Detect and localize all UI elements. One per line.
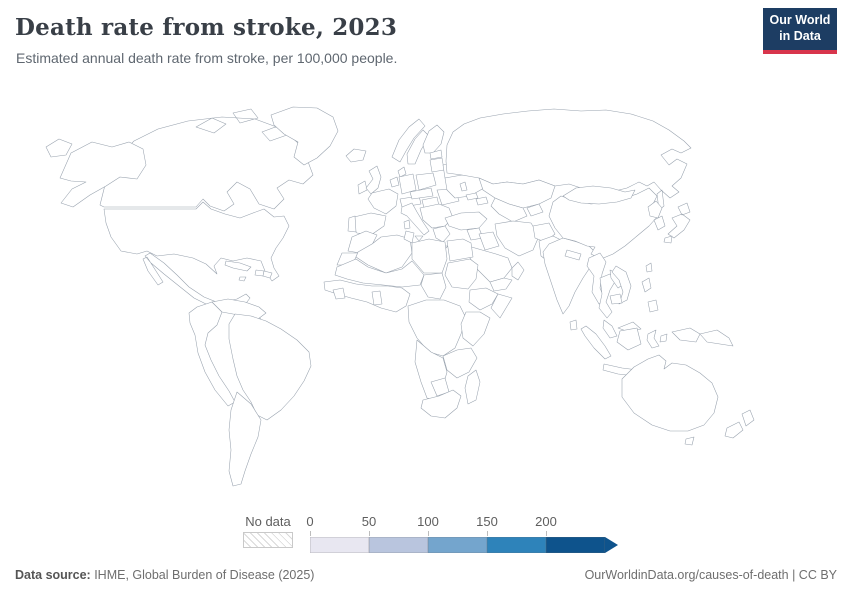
country-latvia-lithuania[interactable] <box>429 157 445 173</box>
country-nepal[interactable] <box>564 249 582 261</box>
country-central-africa[interactable] <box>407 299 467 357</box>
owid-citation-link[interactable]: OurWorldinData.org/causes-of-death | CC … <box>584 568 837 582</box>
country-cambodia[interactable] <box>609 293 623 305</box>
legend-color-bar: 0 50 100 150 200 <box>306 514 622 554</box>
country-sudan[interactable] <box>444 258 479 290</box>
legend-no-data-label: No data <box>245 514 291 529</box>
country-mauritania-mali-niger[interactable] <box>334 258 425 288</box>
country-iran[interactable] <box>494 220 540 257</box>
legend-tick-150: 150 <box>476 514 498 529</box>
legend-bin-0-50[interactable] <box>310 537 369 553</box>
legend-tickmark <box>310 531 311 536</box>
country-poland[interactable] <box>415 172 437 191</box>
country-brazil[interactable] <box>228 313 312 421</box>
country-yemen[interactable] <box>489 277 513 292</box>
legend-tick-200: 200 <box>535 514 557 529</box>
country-denmark[interactable] <box>397 166 407 178</box>
country-germany[interactable] <box>398 173 417 195</box>
country-uzbekistan-turkmenistan[interactable] <box>490 197 528 223</box>
legend-no-data-swatch[interactable] <box>243 532 293 548</box>
country-somalia[interactable] <box>490 293 513 319</box>
country-moldova[interactable] <box>459 181 468 192</box>
country-taiwan[interactable] <box>645 262 653 273</box>
map-legend: No data 0 50 100 150 200 <box>243 514 622 554</box>
country-oman[interactable] <box>511 261 525 281</box>
country-greenland[interactable] <box>270 106 339 166</box>
country-haiti[interactable] <box>254 269 265 277</box>
country-chad[interactable] <box>420 272 447 300</box>
country-philippines[interactable] <box>641 277 659 313</box>
country-colombia-ecuador-peru[interactable] <box>188 301 236 407</box>
legend-no-data: No data <box>243 514 293 548</box>
country-france[interactable] <box>367 188 399 215</box>
legend-tickmark <box>428 531 429 536</box>
data-source: Data source: IHME, Global Burden of Dise… <box>15 568 314 582</box>
country-canada[interactable] <box>99 108 314 212</box>
country-north-korea[interactable] <box>647 200 663 219</box>
owid-logo-line2: in Data <box>779 29 821 43</box>
country-egypt[interactable] <box>446 238 474 262</box>
country-ghana[interactable] <box>371 290 383 306</box>
chart-footer: Data source: IHME, Global Burden of Dise… <box>15 568 837 582</box>
country-india[interactable] <box>542 237 598 315</box>
country-vietnam[interactable] <box>611 265 632 305</box>
country-finland[interactable] <box>422 124 445 154</box>
country-guinea-sierra-leone[interactable] <box>332 287 346 300</box>
legend-bin-150-200[interactable] <box>487 537 546 553</box>
data-source-value: IHME, Global Burden of Disease (2025) <box>90 568 315 582</box>
legend-bin-50-100[interactable] <box>369 537 428 553</box>
country-new-zealand[interactable] <box>724 409 755 439</box>
legend-arrow <box>605 537 618 553</box>
country-papua-new-guinea[interactable] <box>699 329 734 347</box>
country-ethiopia[interactable] <box>468 287 499 311</box>
country-usa[interactable] <box>103 201 290 282</box>
country-venezuela-guyana[interactable] <box>211 298 267 320</box>
country-iceland[interactable] <box>345 148 367 163</box>
country-kyrgyzstan-tajikistan[interactable] <box>526 203 544 217</box>
owid-logo-line1: Our World <box>769 13 831 28</box>
legend-tick-100: 100 <box>417 514 439 529</box>
country-madagascar[interactable] <box>464 369 481 405</box>
country-estonia[interactable] <box>429 149 443 160</box>
legend-tick-0: 0 <box>306 514 314 529</box>
country-east-africa[interactable] <box>460 311 491 347</box>
country-south-africa[interactable] <box>420 389 462 419</box>
country-argentina-chile[interactable] <box>228 391 262 487</box>
country-mongolia[interactable] <box>562 185 636 205</box>
country-libya[interactable] <box>411 238 448 274</box>
country-georgia[interactable] <box>465 192 479 201</box>
legend-bin-200-plus[interactable] <box>546 537 605 553</box>
country-italy[interactable] <box>400 202 430 242</box>
country-zambia-zimbabwe-mozambique[interactable] <box>442 347 478 379</box>
data-source-label: Data source: <box>15 568 91 582</box>
legend-tickmark <box>369 531 370 536</box>
world-map <box>0 85 850 515</box>
country-usa-alaska[interactable] <box>59 141 147 208</box>
country-ireland[interactable] <box>357 180 368 195</box>
country-japan[interactable] <box>663 202 691 244</box>
country-south-korea[interactable] <box>653 215 666 231</box>
legend-bin-100-150[interactable] <box>428 537 487 553</box>
country-united-kingdom[interactable] <box>365 165 382 195</box>
country-jamaica[interactable] <box>238 276 247 282</box>
country-cuba[interactable] <box>224 260 252 272</box>
country-sri-lanka[interactable] <box>569 319 578 331</box>
country-russia-chukotka[interactable] <box>45 138 73 158</box>
page-subtitle: Estimated annual death rate from stroke,… <box>16 50 398 66</box>
country-azerbaijan-armenia[interactable] <box>475 196 489 206</box>
country-turkey[interactable] <box>444 211 488 231</box>
legend-tick-50: 50 <box>361 514 377 529</box>
legend-tickmark <box>546 531 547 536</box>
owid-logo[interactable]: Our World in Data <box>763 8 837 54</box>
country-australia[interactable] <box>621 354 719 446</box>
country-czechia-slovakia[interactable] <box>409 187 434 200</box>
country-norway[interactable] <box>391 118 426 163</box>
page-title: Death rate from stroke, 2023 <box>15 14 398 41</box>
country-netherlands-belgium[interactable] <box>389 176 400 188</box>
country-dominican-republic[interactable] <box>262 270 273 279</box>
legend-tickmark <box>487 531 488 536</box>
country-iraq[interactable] <box>478 231 500 251</box>
country-portugal[interactable] <box>347 215 357 233</box>
